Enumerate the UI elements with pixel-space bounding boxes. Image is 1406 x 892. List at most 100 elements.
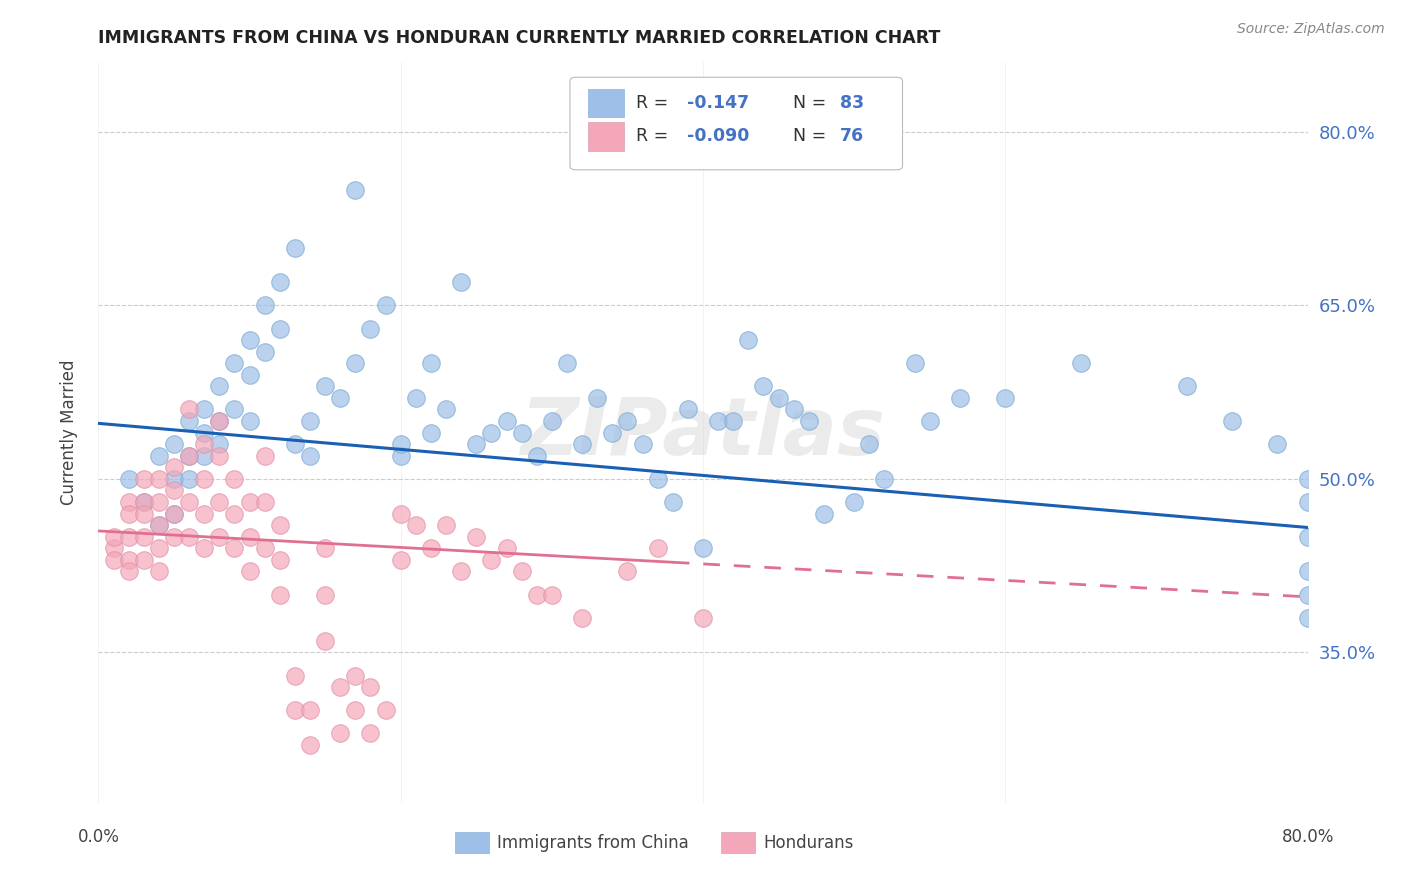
Point [1296,565,1319,579]
Text: N =: N = [782,95,831,112]
Point [132,495,155,509]
Point [1070,356,1092,370]
Text: 76: 76 [839,128,863,145]
Point [179,530,201,544]
Point [858,437,880,451]
Point [269,553,291,567]
Point [994,391,1017,405]
Point [148,495,170,509]
Point [692,541,714,556]
Point [179,472,201,486]
Point [844,495,866,509]
Point [526,449,548,463]
Point [193,472,215,486]
Point [374,703,396,717]
Point [465,437,488,451]
Point [631,437,654,451]
Point [118,553,141,567]
Point [179,402,201,417]
Point [389,449,412,463]
Text: Source: ZipAtlas.com: Source: ZipAtlas.com [1237,22,1385,37]
Point [239,368,262,382]
Point [208,414,231,428]
Point [284,437,307,451]
Point [224,402,246,417]
Point [1175,379,1198,393]
Point [602,425,624,440]
Point [918,414,941,428]
Point [389,553,412,567]
Point [132,472,155,486]
Text: R =: R = [637,128,675,145]
Point [239,565,262,579]
Point [208,437,231,451]
Point [676,402,699,417]
Point [148,472,170,486]
Point [103,553,125,567]
Bar [456,832,489,853]
Text: R =: R = [637,95,675,112]
Point [193,437,215,451]
Point [299,414,322,428]
Point [208,414,231,428]
Point [374,298,396,312]
Point [224,356,246,370]
Point [193,402,215,417]
Point [239,333,262,347]
Bar [588,89,624,117]
Point [179,449,201,463]
Point [299,703,322,717]
Point [208,379,231,393]
Point [239,495,262,509]
Text: 0.0%: 0.0% [77,828,120,846]
Point [132,553,155,567]
Point [949,391,972,405]
Point [344,703,367,717]
Point [132,530,155,544]
Text: -0.147: -0.147 [688,95,749,112]
Text: -0.090: -0.090 [688,128,749,145]
Point [329,680,352,694]
Text: Hondurans: Hondurans [763,834,853,852]
Text: 80.0%: 80.0% [1281,828,1334,846]
Text: Immigrants from China: Immigrants from China [498,834,689,852]
Point [314,633,336,648]
Point [481,553,503,567]
Point [510,425,533,440]
Text: IMMIGRANTS FROM CHINA VS HONDURAN CURRENTLY MARRIED CORRELATION CHART: IMMIGRANTS FROM CHINA VS HONDURAN CURREN… [98,29,941,47]
Bar [721,832,755,853]
Point [118,530,141,544]
Text: N =: N = [782,128,831,145]
Point [148,518,170,533]
Point [434,402,457,417]
Point [344,183,367,197]
Point [1296,472,1319,486]
Point [193,507,215,521]
Point [224,507,246,521]
Point [163,507,186,521]
Point [571,437,593,451]
Point [360,680,382,694]
Point [360,321,382,335]
Point [904,356,927,370]
Point [118,565,141,579]
Point [253,495,276,509]
Point [1296,495,1319,509]
Point [269,518,291,533]
Point [284,668,307,682]
Point [269,321,291,335]
Point [148,449,170,463]
Point [723,414,745,428]
Point [179,449,201,463]
Point [420,356,443,370]
Point [813,507,835,521]
Point [1296,530,1319,544]
Point [1296,610,1319,624]
Point [344,668,367,682]
Point [179,495,201,509]
Point [495,414,517,428]
Point [163,472,186,486]
Point [783,402,806,417]
Point [132,495,155,509]
Point [420,425,443,440]
